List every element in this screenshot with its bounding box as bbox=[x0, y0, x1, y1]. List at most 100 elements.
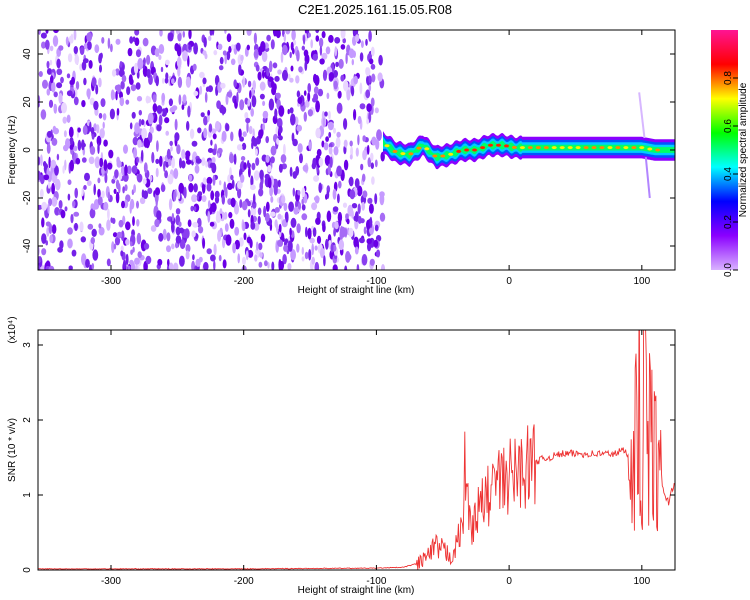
heatmap-cell bbox=[204, 92, 208, 103]
heatmap-cell bbox=[210, 128, 217, 134]
heatmap-cell bbox=[302, 164, 309, 172]
snr-y-label: SNR (10 * v/v) bbox=[7, 418, 18, 482]
heatmap-cell bbox=[328, 34, 334, 43]
heatmap-cell bbox=[99, 157, 104, 168]
heatmap-cell bbox=[69, 144, 74, 150]
heatmap-cell bbox=[174, 132, 180, 142]
heatmap-cell bbox=[51, 196, 58, 207]
heatmap-cell bbox=[42, 79, 48, 89]
heatmap-cell bbox=[85, 258, 90, 268]
heatmap-cell bbox=[158, 232, 164, 242]
heatmap-cell bbox=[262, 69, 265, 79]
heatmap-cell bbox=[292, 171, 298, 179]
heatmap-cell bbox=[334, 46, 338, 57]
heatmap-cell bbox=[270, 145, 277, 156]
heatmap-cell bbox=[91, 133, 95, 140]
heatmap-cell bbox=[305, 226, 308, 238]
heatmap-cell bbox=[195, 158, 202, 164]
heatmap-cell bbox=[154, 48, 160, 57]
heatmap-cell bbox=[65, 36, 69, 46]
heatmap-cell bbox=[247, 249, 254, 258]
heatmap-cell bbox=[177, 32, 182, 42]
heatmap-cell bbox=[103, 159, 108, 172]
snr-line bbox=[38, 330, 675, 570]
heatmap-cell bbox=[210, 202, 217, 213]
heatmap-cell bbox=[335, 136, 341, 148]
heatmap-cell bbox=[87, 223, 94, 230]
heatmap-cell bbox=[316, 235, 322, 244]
heatmap-cell bbox=[141, 119, 145, 126]
heatmap-cell bbox=[355, 147, 359, 157]
heatmap-cell bbox=[265, 136, 270, 144]
heatmap-cell bbox=[190, 205, 194, 212]
heatmap-cell bbox=[370, 152, 374, 162]
heatmap-cell bbox=[107, 191, 111, 200]
heatmap-cell bbox=[314, 245, 318, 251]
heatmap-cell bbox=[258, 261, 263, 268]
heatmap-cell bbox=[168, 198, 173, 211]
heatmap-cell bbox=[188, 30, 192, 40]
heatmap-cell bbox=[148, 131, 153, 143]
x-tick-label: 0 bbox=[506, 276, 512, 287]
snr-plot-area bbox=[38, 330, 675, 570]
heatmap-cell bbox=[259, 81, 266, 91]
heatmap-hotspot bbox=[631, 146, 637, 150]
heatmap-cell bbox=[317, 88, 324, 97]
heatmap-cell bbox=[67, 227, 73, 235]
heatmap-cell bbox=[214, 120, 221, 132]
heatmap-cell bbox=[261, 50, 268, 63]
heatmap-cell bbox=[259, 169, 264, 180]
heatmap-cell bbox=[145, 255, 152, 265]
heatmap-cell bbox=[281, 195, 286, 204]
heatmap-cell bbox=[136, 173, 143, 183]
heatmap-cell bbox=[346, 253, 352, 261]
heatmap-cell bbox=[122, 259, 127, 270]
x-tick-label: -100 bbox=[366, 576, 386, 587]
heatmap-cell bbox=[126, 165, 132, 175]
heatmap-cell bbox=[74, 54, 80, 65]
heatmap-cell bbox=[160, 66, 164, 73]
heatmap-cell bbox=[199, 71, 205, 79]
heatmap-cell bbox=[242, 256, 246, 266]
heatmap-cell bbox=[182, 50, 188, 62]
heatmap-cell bbox=[175, 235, 182, 244]
heatmap-cell bbox=[50, 75, 54, 84]
heatmap-cell bbox=[229, 153, 235, 164]
heatmap-cell bbox=[251, 95, 257, 108]
heatmap-cell bbox=[297, 202, 302, 210]
heatmap-cell bbox=[244, 97, 249, 105]
heatmap-hotspot bbox=[400, 152, 406, 156]
heatmap-cell bbox=[131, 111, 136, 119]
heatmap-cell bbox=[301, 213, 308, 221]
heatmap-cell bbox=[71, 76, 75, 85]
heatmap-hotspot bbox=[527, 146, 533, 150]
heatmap-cell bbox=[346, 218, 350, 225]
heatmap-cell bbox=[189, 128, 195, 139]
heatmap-cell bbox=[252, 80, 256, 91]
heatmap-cell bbox=[89, 121, 92, 132]
heatmap-cell bbox=[214, 196, 220, 204]
heatmap-cell bbox=[338, 218, 342, 227]
heatmap-cell bbox=[188, 44, 192, 51]
heatmap-cell bbox=[357, 215, 362, 224]
snr-series bbox=[38, 330, 675, 570]
heatmap-cell bbox=[210, 190, 215, 201]
heatmap-cell bbox=[152, 103, 158, 113]
heatmap-cell bbox=[130, 249, 134, 255]
heatmap-cell bbox=[143, 57, 146, 66]
heatmap-cell bbox=[335, 61, 339, 68]
y-tick-label: -40 bbox=[22, 238, 33, 253]
heatmap-cell bbox=[224, 30, 227, 34]
heatmap-cell bbox=[235, 42, 241, 51]
heatmap-cell bbox=[315, 217, 321, 225]
heatmap-cell bbox=[98, 223, 102, 229]
heatmap-cell bbox=[253, 170, 260, 181]
heatmap-cell bbox=[51, 182, 55, 195]
heatmap-cell bbox=[338, 180, 342, 189]
heatmap-streak bbox=[644, 157, 651, 199]
heatmap-hotspot bbox=[440, 154, 446, 158]
heatmap-cell bbox=[65, 138, 71, 149]
heatmap-cell bbox=[368, 30, 372, 42]
heatmap-cell bbox=[192, 221, 199, 228]
